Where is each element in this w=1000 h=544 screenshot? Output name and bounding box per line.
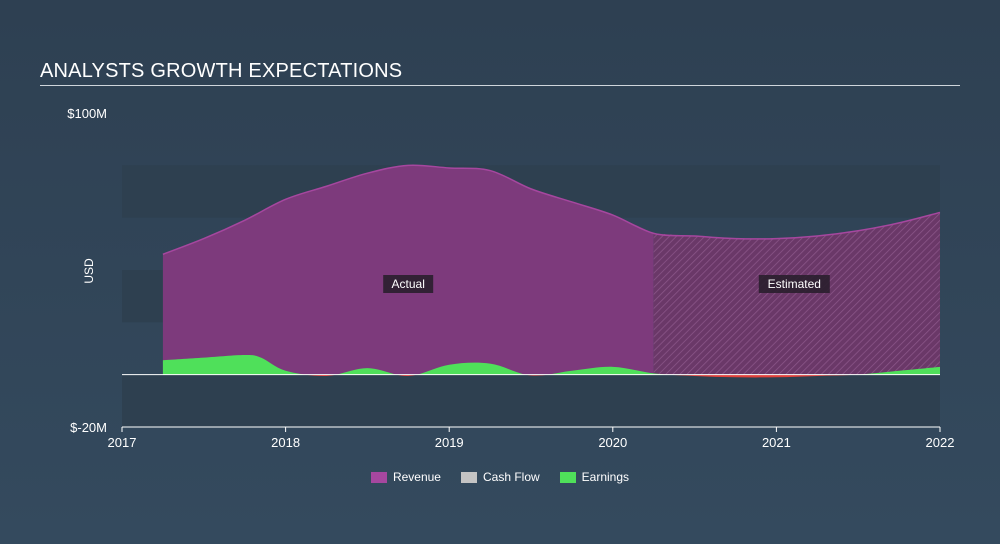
title-divider	[40, 85, 960, 86]
legend-item-earnings[interactable]: Earnings	[559, 470, 630, 484]
revenue-area-estimated	[653, 212, 940, 375]
earnings-area-positive	[162, 355, 940, 375]
annotation-label: Actual	[392, 277, 425, 291]
x-tick-label: 2021	[762, 435, 791, 450]
axes: 2017 2018 2019 2020 2021 2022	[108, 426, 955, 450]
legend-swatch-revenue	[370, 471, 387, 483]
estimated-annotation: Estimated	[758, 275, 830, 293]
x-tick-label: 2022	[926, 435, 955, 450]
x-tick-label: 2017	[108, 435, 137, 450]
chart-labels: $100M $-20M USD Actual Estimated	[67, 106, 830, 435]
legend-item-cash-flow[interactable]: Cash Flow	[460, 470, 540, 484]
annotation-box	[383, 275, 434, 293]
legend-label-earnings: Earnings	[581, 470, 630, 484]
x-tick-label: 2019	[435, 435, 464, 450]
x-tick-label: 2018	[271, 435, 300, 450]
annotation-label: Estimated	[768, 277, 821, 291]
legend-swatch-cash-flow	[460, 471, 477, 483]
revenue-area-actual	[162, 165, 654, 375]
earnings-area-negative	[162, 374, 940, 378]
legend: Revenue Cash Flow Earnings	[0, 470, 1000, 484]
y-axis-label: USD	[82, 258, 96, 284]
actual-annotation: Actual	[383, 275, 434, 293]
legend-label-cash-flow: Cash Flow	[482, 470, 540, 484]
legend-swatch-earnings	[559, 471, 576, 483]
annotation-box	[758, 275, 830, 293]
background-band	[122, 374, 940, 427]
y-tick-label-bottom: $-20M	[70, 420, 107, 435]
x-tick-label: 2020	[598, 435, 627, 450]
y-tick-label-top: $100M	[67, 106, 107, 121]
revenue-line	[162, 164, 941, 256]
series-areas	[122, 164, 941, 378]
legend-item-revenue[interactable]: Revenue	[370, 470, 441, 484]
page-title: ANALYSTS GROWTH EXPECTATIONS	[40, 60, 403, 82]
legend-label-revenue: Revenue	[392, 470, 441, 484]
